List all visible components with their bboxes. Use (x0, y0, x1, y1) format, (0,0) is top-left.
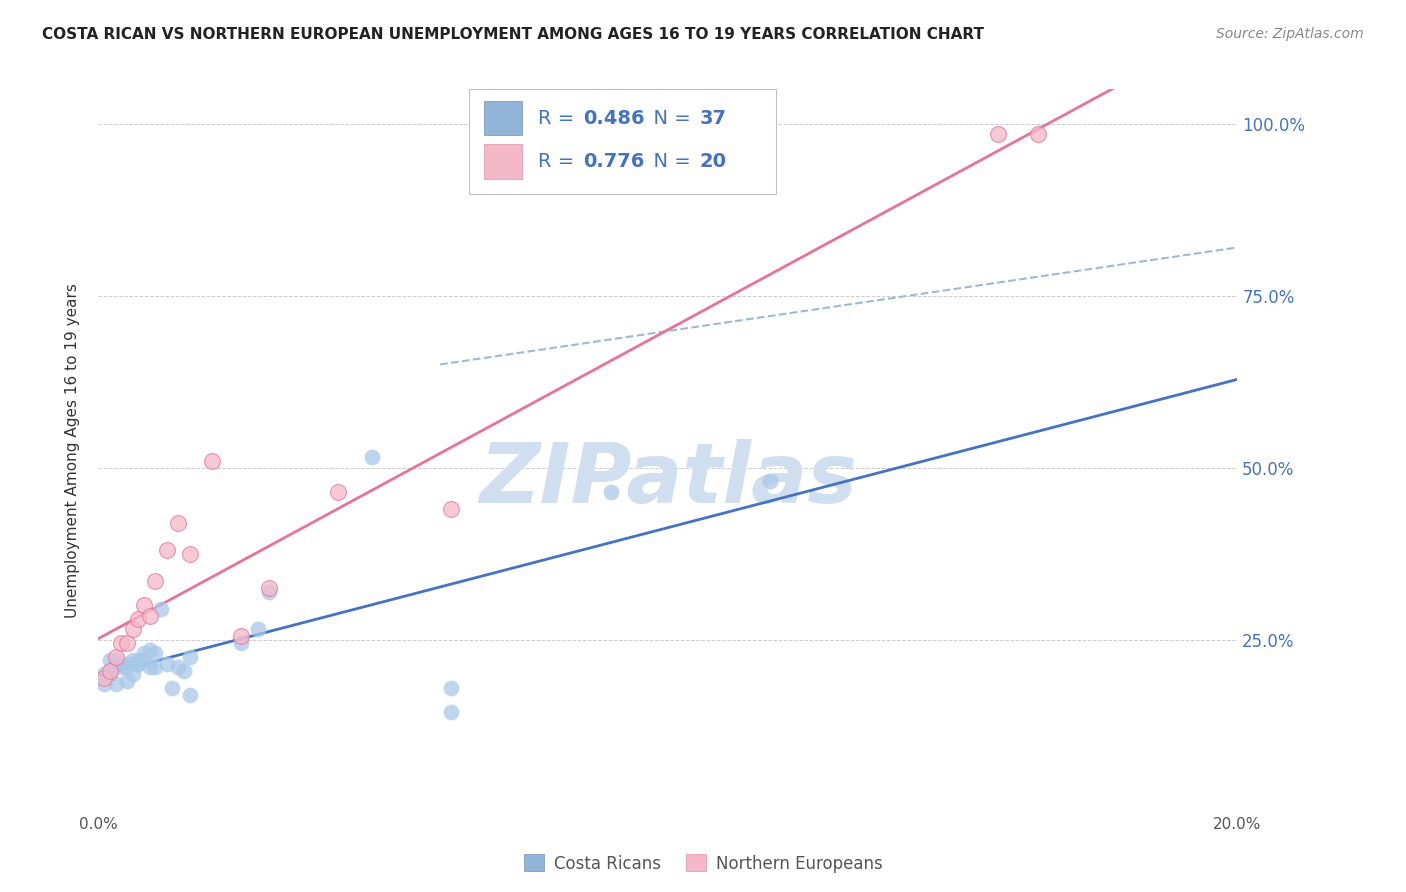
Point (132, 653, 155, 667)
Point (145, 660, 167, 674)
Point (201, 454, 224, 468)
Point (115, 657, 138, 671)
Point (127, 653, 149, 667)
Text: 20: 20 (700, 152, 727, 171)
FancyBboxPatch shape (485, 145, 522, 178)
Point (600, 484, 623, 499)
Point (127, 657, 149, 671)
Point (179, 547, 201, 561)
Point (104, 649, 127, 664)
Text: COSTA RICAN VS NORTHERN EUROPEAN UNEMPLOYMENT AMONG AGES 16 TO 19 YEARS CORRELAT: COSTA RICAN VS NORTHERN EUROPEAN UNEMPLO… (42, 27, 984, 42)
Text: Source: ZipAtlas.com: Source: ZipAtlas.com (1216, 27, 1364, 41)
Point (145, 574, 167, 589)
Point (246, 623, 269, 637)
Point (440, 681, 463, 695)
FancyBboxPatch shape (468, 89, 776, 194)
FancyBboxPatch shape (485, 101, 522, 136)
Point (360, 450, 382, 465)
Point (121, 653, 143, 667)
Point (127, 612, 149, 626)
Point (98, 653, 121, 667)
Point (179, 688, 201, 702)
Point (259, 584, 281, 599)
Point (115, 660, 138, 674)
Text: ZIPatlas: ZIPatlas (479, 439, 856, 520)
Text: R =: R = (538, 109, 581, 128)
Point (115, 673, 138, 688)
Point (104, 677, 127, 691)
Text: 0.486: 0.486 (583, 109, 645, 128)
Text: N =: N = (641, 152, 696, 171)
Point (179, 649, 201, 664)
Point (110, 636, 132, 650)
Point (121, 667, 143, 681)
Point (150, 601, 173, 615)
Point (138, 660, 160, 674)
Point (156, 657, 179, 671)
Point (145, 647, 167, 661)
Text: 0.776: 0.776 (583, 152, 645, 171)
Point (167, 660, 190, 674)
Point (98, 667, 121, 681)
Point (104, 653, 127, 667)
Point (98, 664, 121, 678)
Point (93, 677, 115, 691)
Point (326, 484, 349, 499)
Point (93, 667, 115, 681)
Point (173, 664, 195, 678)
Point (229, 636, 252, 650)
Legend: Costa Ricans, Northern Europeans: Costa Ricans, Northern Europeans (517, 847, 889, 880)
Point (987, 127, 1010, 141)
Point (121, 623, 143, 637)
Point (440, 502, 463, 516)
Point (132, 599, 155, 613)
Point (93, 671, 115, 685)
Point (162, 681, 184, 695)
Point (115, 636, 138, 650)
Point (138, 608, 160, 623)
Point (167, 516, 190, 530)
Y-axis label: Unemployment Among Ages 16 to 19 years: Unemployment Among Ages 16 to 19 years (65, 283, 80, 618)
Text: N =: N = (641, 109, 696, 128)
Point (1026, 127, 1049, 141)
Text: 37: 37 (700, 109, 727, 128)
Point (440, 705, 463, 719)
Point (259, 581, 281, 595)
Text: R =: R = (538, 152, 581, 171)
Point (229, 629, 252, 643)
Point (132, 647, 155, 661)
Point (127, 657, 149, 671)
Point (156, 543, 179, 558)
Point (759, 475, 782, 489)
Point (110, 657, 132, 671)
Point (110, 660, 132, 674)
Point (138, 643, 160, 657)
